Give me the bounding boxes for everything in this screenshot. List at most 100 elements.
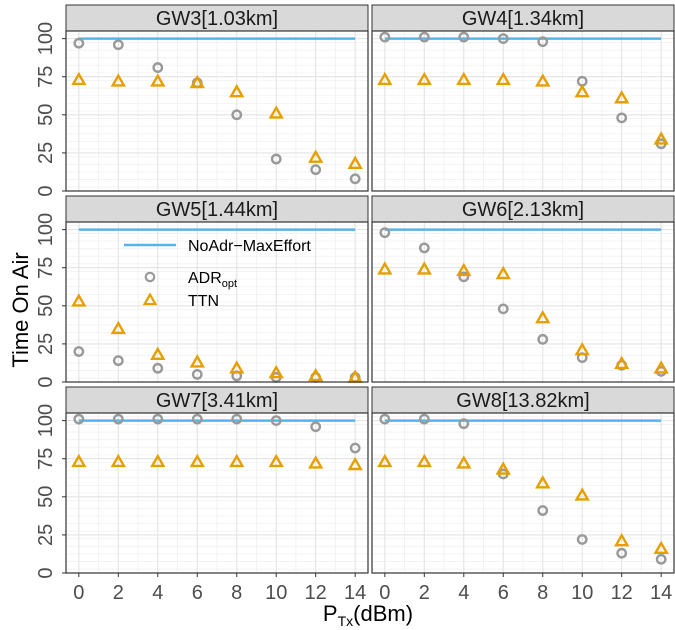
point-adr-opt [152, 362, 164, 374]
panel-strip [371, 4, 675, 32]
panel-border [371, 221, 675, 383]
y-tick-label: 100 [35, 22, 57, 55]
point-ttn [110, 453, 126, 468]
point-adr-opt [112, 39, 124, 51]
point-ttn [377, 261, 393, 275]
x-tick-label: 12 [305, 582, 327, 604]
point-adr-opt [349, 442, 361, 454]
x-tick-label: 0 [73, 582, 84, 604]
point-adr-opt [231, 413, 243, 425]
point-ttn [614, 90, 630, 104]
point-ttn [71, 453, 87, 468]
point-ttn [347, 456, 363, 471]
point-adr-opt [616, 112, 628, 124]
y-axis-title: Time On Air [8, 252, 33, 367]
point-adr-opt [379, 31, 391, 43]
point-ttn [150, 453, 166, 468]
point-adr-opt [418, 31, 430, 43]
point-ttn [574, 341, 590, 356]
panel-title: GW8[13.82km] [456, 390, 589, 412]
point-adr-opt [231, 109, 243, 121]
point-ttn [150, 73, 166, 87]
point-adr-opt [152, 62, 164, 73]
point-adr-opt [270, 153, 282, 165]
y-tick-label: 50 [35, 295, 57, 317]
panel-title: GW5[1.44km] [156, 199, 278, 221]
point-ttn [495, 461, 511, 475]
point-ttn [653, 540, 669, 555]
x-tick-label: 12 [611, 582, 633, 604]
y-tick-label: 25 [35, 524, 57, 546]
point-ttn [150, 346, 166, 360]
panel-strip [371, 386, 675, 414]
x-tick-label: 10 [265, 582, 287, 604]
panel-3: GW5[1.44km] 0 25 50 75 100 [35, 195, 369, 388]
point-adr-opt [458, 31, 470, 43]
legend-label-subscript: opt [222, 278, 237, 290]
y-tick-label: 0 [35, 185, 57, 196]
x-tick-label: 2 [419, 582, 430, 604]
point-ttn [110, 320, 126, 335]
point-adr-opt [418, 242, 430, 254]
point-ttn [189, 354, 205, 368]
y-tick-label: 75 [35, 257, 57, 279]
x-tick-label: 2 [113, 582, 124, 604]
point-adr-opt [616, 547, 628, 559]
point-ttn [229, 83, 245, 98]
panel-strip [371, 195, 675, 223]
point-adr-opt [497, 33, 509, 45]
point-ttn [535, 309, 551, 324]
x-axis-title: PTx(dBm) [323, 601, 413, 629]
point-ttn [268, 453, 284, 468]
point-ttn [268, 105, 284, 119]
point-ttn [189, 74, 205, 89]
y-tick-label: 75 [35, 448, 57, 470]
point-adr-opt [310, 164, 322, 176]
point-adr-opt [310, 421, 322, 433]
panel-border [371, 412, 675, 574]
point-ttn [416, 261, 432, 275]
legend-entry: NoAdr−MaxEffort [124, 238, 311, 255]
point-ttn [308, 455, 324, 469]
x-tick-label: 4 [458, 582, 469, 604]
panel-strip [65, 4, 369, 32]
legend-key-circle [144, 271, 156, 283]
point-ttn [456, 71, 472, 86]
y-tick-label: 100 [35, 404, 57, 437]
legend-label-text: NoAdr−MaxEffort [188, 238, 311, 255]
y-tick-label: 100 [35, 213, 57, 246]
point-ttn [71, 71, 87, 86]
panel-border [371, 30, 675, 192]
y-tick-label: 0 [35, 376, 57, 387]
point-ttn [268, 364, 284, 379]
point-adr-opt [458, 418, 470, 430]
legend-label: ADRopt [188, 270, 237, 290]
x-axis-title-main: P [323, 601, 338, 626]
x-tick-label: 6 [498, 582, 509, 604]
point-adr-opt [497, 303, 509, 315]
point-ttn [614, 355, 630, 370]
y-tick-label: 75 [35, 66, 57, 88]
point-adr-opt [191, 413, 203, 425]
legend-key-triangle [142, 292, 158, 306]
point-adr-opt [458, 271, 470, 283]
panels-layer: GW3[1.03km]0255075100GW4[1.34km]GW5[1.44… [35, 4, 675, 604]
x-tick-label: 8 [537, 582, 548, 604]
panel-4: GW6[2.13km] [371, 195, 675, 383]
panel-strip [65, 386, 369, 414]
point-adr-opt [349, 173, 361, 185]
point-ttn [574, 487, 590, 501]
panel-border [65, 221, 369, 383]
panel-border [65, 30, 369, 192]
x-axis-title-sub: Tx [338, 613, 354, 629]
x-tick-label: 4 [152, 582, 163, 604]
panel-6: GW8[13.82km] 0 2 4 6 8 10 12 14 [371, 386, 675, 604]
x-axis-title-unit: (dBm) [353, 601, 413, 626]
x-tick-label: 14 [344, 582, 366, 604]
point-adr-opt [152, 413, 164, 425]
y-tick-label: 50 [35, 104, 57, 126]
point-ttn [614, 532, 630, 547]
panel-title: GW4[1.34km] [462, 8, 584, 30]
